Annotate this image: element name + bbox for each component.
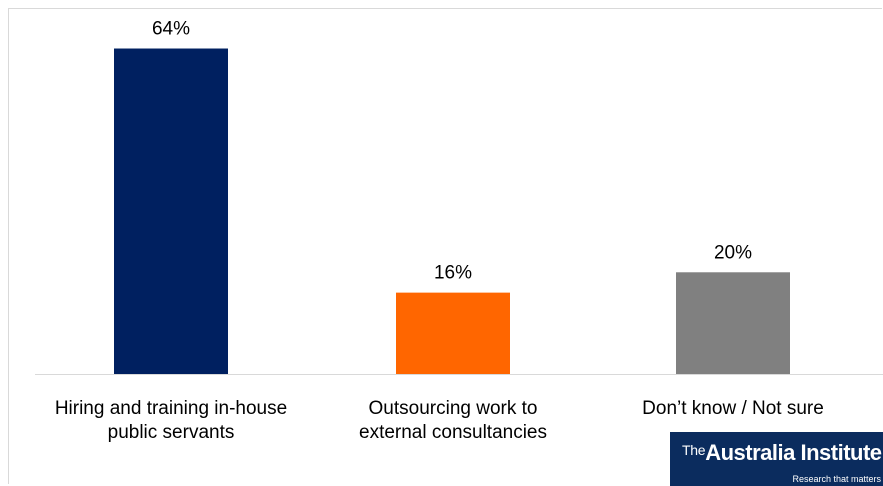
logo-wordmark: TheAustralia Institute bbox=[682, 440, 882, 466]
category-label-line: external consultancies bbox=[359, 422, 547, 443]
australia-institute-logo: TheAustralia Institute Research that mat… bbox=[670, 432, 883, 486]
logo-name: Australia Institute bbox=[705, 440, 882, 465]
category-label-2: Outsourcing work to external consultancie… bbox=[313, 397, 593, 445]
logo-prefix: The bbox=[682, 442, 706, 458]
bar-2 bbox=[396, 292, 510, 374]
category-label-line: public servants bbox=[107, 422, 235, 443]
category-label-line: Don’t know / Not sure bbox=[642, 398, 824, 419]
logo-tagline: Research that matters bbox=[792, 474, 881, 484]
category-label-line: Hiring and training in-house bbox=[54, 398, 288, 419]
value-label-2: 16% bbox=[434, 263, 472, 284]
category-label-3: Don’t know / Not sure bbox=[593, 397, 873, 421]
category-label-1: Hiring and training in-house public serva… bbox=[31, 397, 311, 445]
value-label-1: 64% bbox=[152, 19, 190, 40]
bar-1 bbox=[114, 48, 228, 375]
value-label-3: 20% bbox=[714, 242, 752, 263]
chart-frame bbox=[8, 8, 882, 484]
category-label-line: Outsourcing work to bbox=[368, 398, 538, 419]
bar-3 bbox=[676, 272, 790, 374]
